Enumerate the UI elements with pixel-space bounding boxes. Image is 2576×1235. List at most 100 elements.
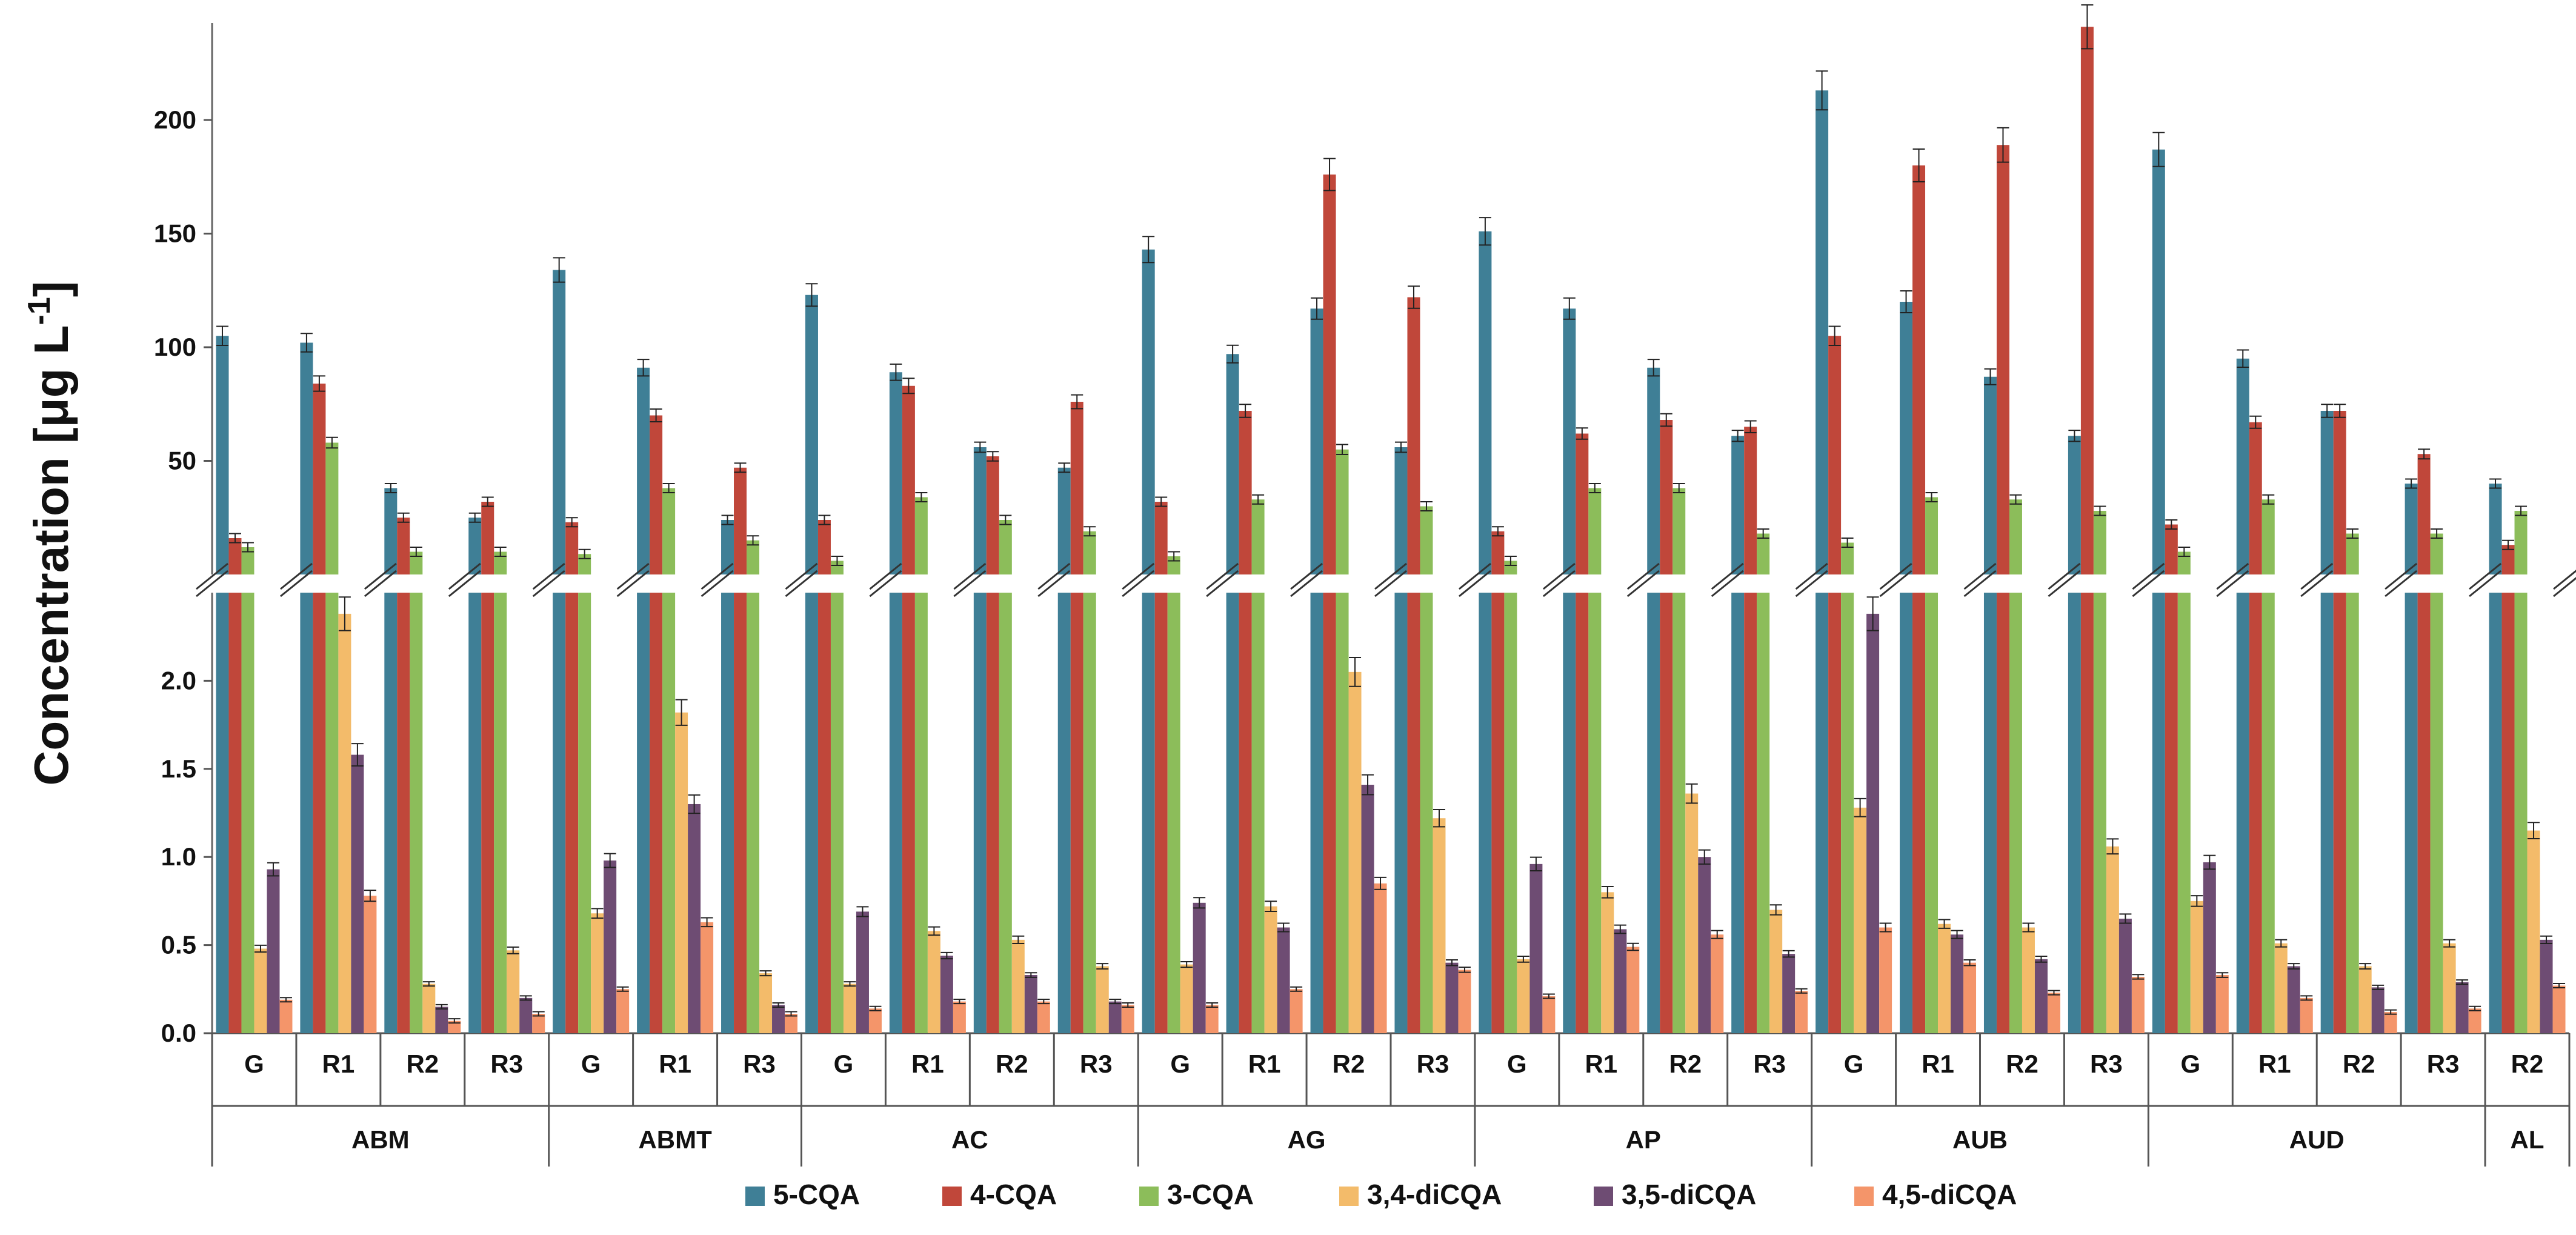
bar-upper-3-CQA [1251, 499, 1265, 574]
bar-upper-3-CQA [2093, 511, 2106, 574]
bar-lower-3,5-diCQA [1866, 613, 1880, 1033]
category-label: R2 [2511, 1050, 2544, 1078]
category-label: G [1170, 1050, 1190, 1078]
y-tick-label-upper: 50 [168, 447, 196, 475]
y-tick-label-upper: 150 [154, 219, 196, 248]
axis-break-slash [701, 570, 734, 598]
bar-upper-3-CQA [1420, 506, 1433, 574]
bar-lower-3,4-diCQA [422, 984, 436, 1033]
legend-swatch-3-CQA [1139, 1187, 1159, 1206]
bar-lower-3,4-diCQA [759, 973, 773, 1033]
bar-upper-4-CQA [2249, 422, 2262, 574]
bar-lower-4,5-diCQA [701, 922, 714, 1033]
bar-lower-4-CQA [313, 593, 326, 1033]
category-label: R1 [1585, 1050, 1617, 1078]
bar-upper-5-CQA [637, 367, 650, 574]
axis-break-slash [953, 570, 987, 598]
axis-break-slash [2300, 570, 2334, 598]
bar-lower-5-CQA [1900, 593, 1913, 1033]
bar-upper-3-CQA [1504, 561, 1517, 574]
bar-lower-3-CQA [1251, 593, 1265, 1033]
bar-upper-4-CQA [902, 385, 915, 574]
bar-lower-3,5-diCQA [1108, 1001, 1122, 1033]
bar-upper-3-CQA [1757, 533, 1770, 574]
axis-break-slash [2132, 562, 2165, 590]
bar-lower-3-CQA [2514, 593, 2528, 1033]
axis-break-slash [1879, 570, 1912, 598]
bar-lower-3,5-diCQA [604, 861, 617, 1033]
bar-lower-3,4-diCQA [927, 931, 940, 1033]
bar-lower-3,5-diCQA [1277, 927, 1290, 1033]
bar-lower-3,5-diCQA [1951, 934, 1964, 1033]
bar-upper-3-CQA [241, 547, 255, 574]
bar-upper-4-CQA [650, 415, 663, 574]
bar-lower-4-CQA [397, 593, 410, 1033]
bar-lower-5-CQA [2320, 593, 2334, 1033]
bar-lower-5-CQA [889, 593, 902, 1033]
category-label: R1 [659, 1050, 691, 1078]
category-label: G [1507, 1050, 1527, 1078]
category-label: R2 [1669, 1050, 1702, 1078]
legend-label-3,5-diCQA: 3,5-diCQA [1622, 1179, 1756, 1210]
axis-break-slash [279, 562, 313, 590]
bar-lower-3-CQA [2093, 593, 2106, 1033]
axis-break-slash [2469, 562, 2502, 590]
bar-lower-5-CQA [637, 593, 650, 1033]
axis-break-slash [1795, 570, 1828, 598]
bar-lower-4-CQA [817, 593, 831, 1033]
bar-upper-5-CQA [2489, 484, 2502, 574]
bar-upper-4-CQA [228, 538, 242, 574]
bar-lower-3-CQA [1757, 593, 1770, 1033]
bar-lower-3,4-diCQA [2527, 830, 2540, 1033]
bar-lower-3,5-diCQA [1193, 902, 1206, 1033]
bar-lower-3,4-diCQA [1348, 671, 1362, 1033]
y-axis-label-main: Concentration [μg L [24, 325, 78, 785]
bar-upper-3-CQA [410, 551, 423, 574]
bar-upper-5-CQA [2320, 411, 2334, 574]
bar-lower-3,4-diCQA [338, 613, 351, 1033]
bar-upper-4-CQA [2417, 454, 2431, 574]
bar-lower-3,5-diCQA [1529, 864, 1543, 1033]
bar-lower-3,5-diCQA [435, 1007, 448, 1033]
category-label: G [1844, 1050, 1864, 1078]
bar-lower-3,4-diCQA [591, 913, 604, 1033]
bar-upper-4-CQA [1323, 175, 1336, 574]
bar-upper-4-CQA [1996, 145, 2009, 574]
axis-break-slash [364, 562, 397, 590]
axis-break-slash [2048, 570, 2081, 598]
bar-lower-4-CQA [986, 593, 999, 1033]
axis-break-slash [1711, 562, 1744, 590]
category-label: R3 [2090, 1050, 2123, 1078]
bar-lower-4-CQA [2417, 593, 2431, 1033]
axis-break-slash [2469, 570, 2502, 598]
axis-break-slash [2216, 570, 2249, 598]
bar-lower-4-CQA [228, 593, 242, 1033]
bar-upper-5-CQA [1647, 367, 1660, 574]
legend-label-4,5-diCQA: 4,5-diCQA [1882, 1179, 2017, 1210]
bar-lower-3,5-diCQA [519, 997, 533, 1033]
bar-lower-4,5-diCQA [868, 1008, 882, 1033]
axis-break-slash [2300, 562, 2334, 590]
bar-lower-3,5-diCQA [1782, 954, 1796, 1033]
bar-upper-5-CQA [1142, 249, 1155, 574]
bar-lower-4-CQA [1912, 593, 1926, 1033]
axis-break-slash [2385, 562, 2418, 590]
bar-lower-4,5-diCQA [448, 1020, 461, 1033]
axis-break-slash [1626, 562, 1660, 590]
bar-upper-4-CQA [481, 502, 494, 574]
bar-lower-3-CQA [410, 593, 423, 1033]
bar-upper-4-CQA [1070, 402, 1083, 574]
bar-lower-4,5-diCQA [2215, 975, 2229, 1033]
category-label: R2 [2343, 1050, 2375, 1078]
bar-lower-3,4-diCQA [2274, 943, 2288, 1033]
bar-lower-4-CQA [1070, 593, 1083, 1033]
bar-lower-3-CQA [1925, 593, 1939, 1033]
bar-upper-3-CQA [914, 497, 928, 574]
bar-lower-3,5-diCQA [2455, 982, 2469, 1033]
bar-lower-3,5-diCQA [1614, 929, 1627, 1033]
bar-lower-3,5-diCQA [1698, 857, 1711, 1033]
axis-break-slash [2216, 562, 2249, 590]
bar-upper-5-CQA [2236, 358, 2249, 574]
bar-upper-4-CQA [1576, 433, 1589, 574]
